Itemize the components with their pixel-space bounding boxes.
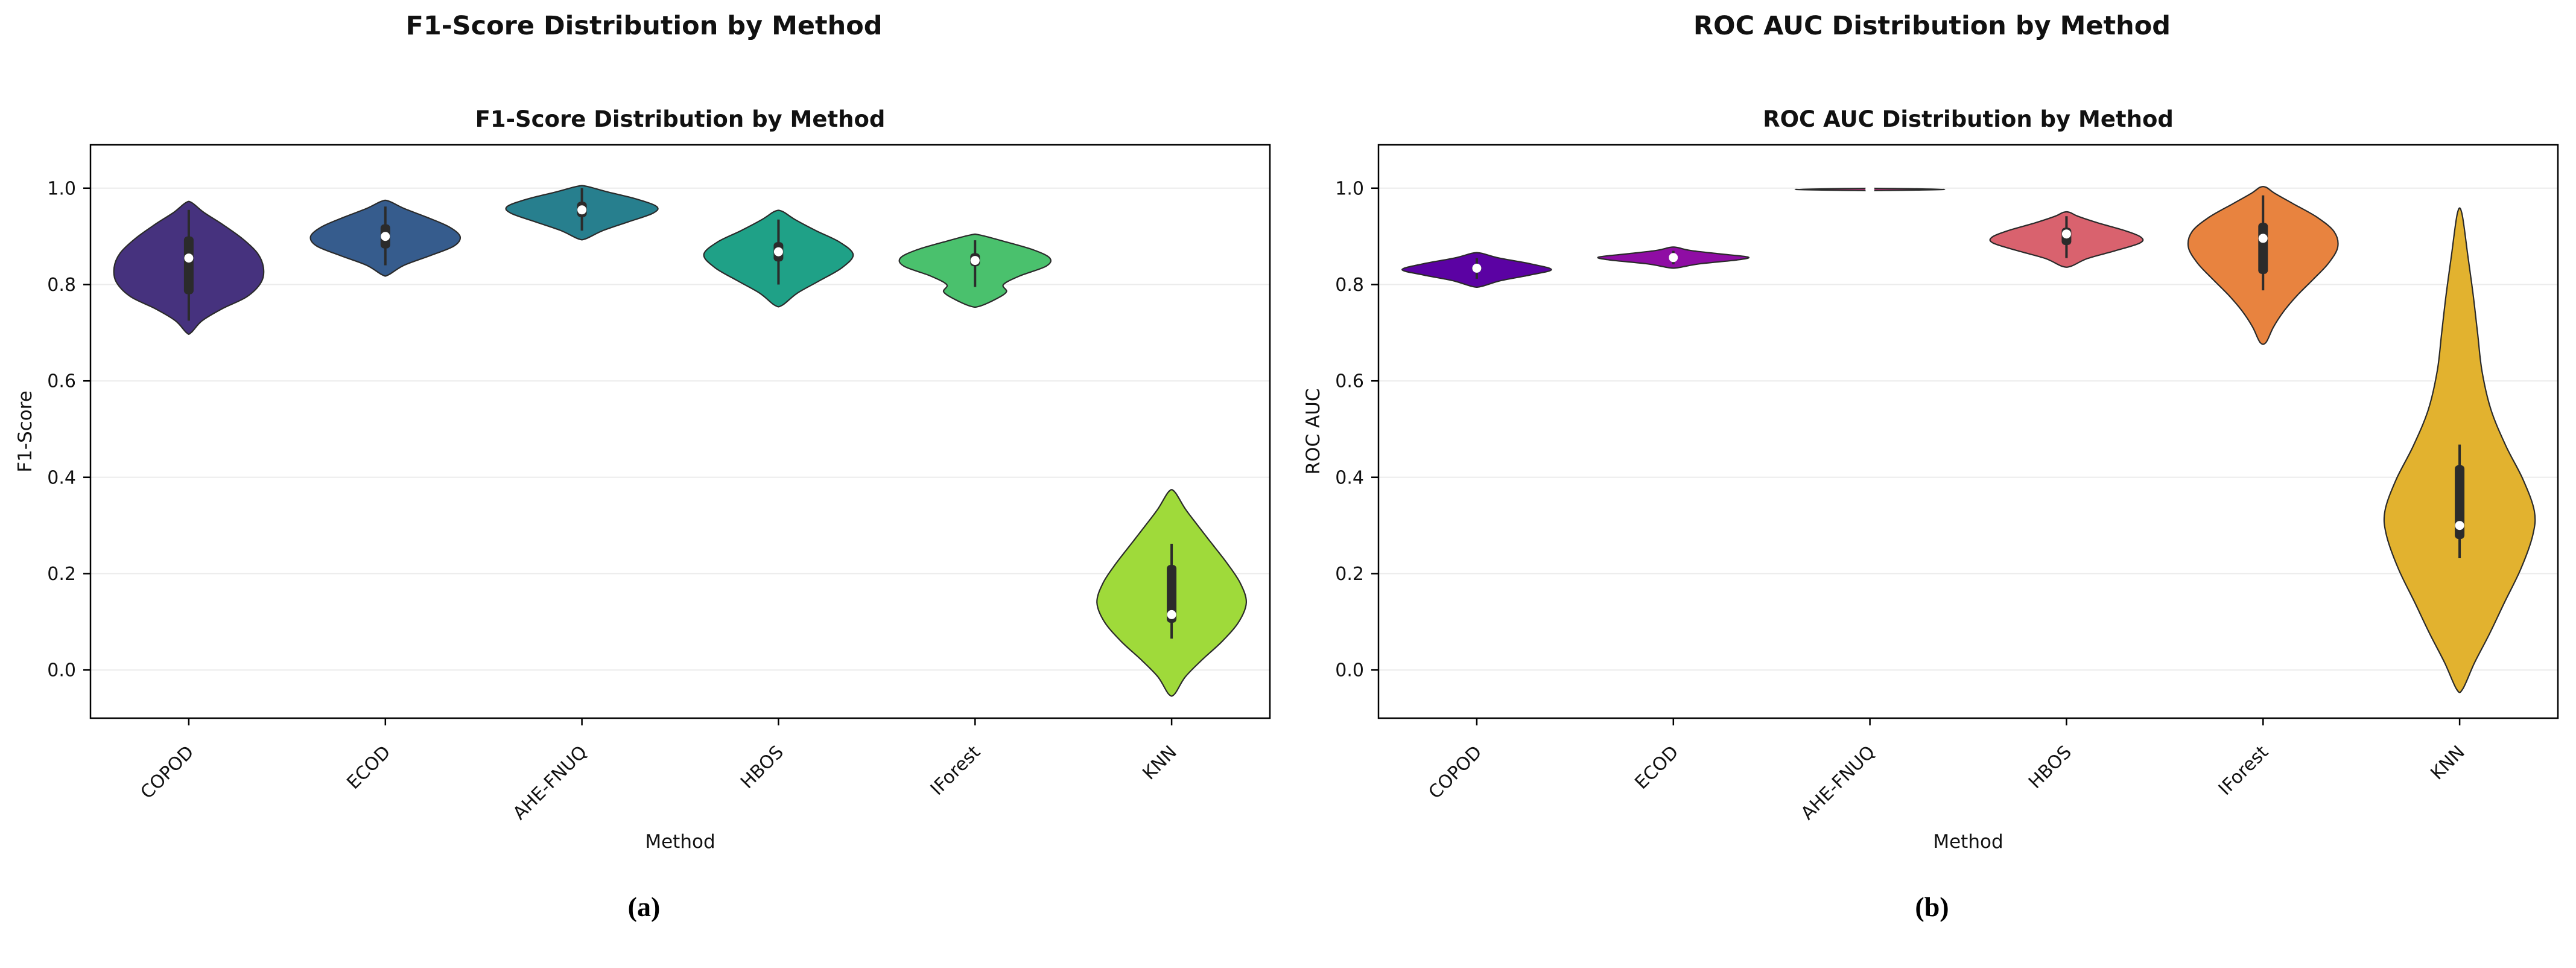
violin-HBOS (703, 209, 854, 308)
violin-chart-f1-score: 0.0 0.2 0.4 0.6 0.8 1.0 COPOD ECOD AHE-FNUQ HBOS I… (14, 106, 1271, 853)
median-dot (1669, 253, 1678, 263)
y-tick-label: 0.6 (1335, 371, 1364, 392)
y-axis-label: F1-Score (14, 390, 36, 473)
median-dot (1472, 263, 1482, 273)
y-tick-label: 0.8 (1335, 275, 1364, 296)
violin-KNN (2383, 207, 2536, 693)
violin-AHE-FNUQ (1794, 185, 1946, 194)
panel-a-outer-title: F1-Score Distribution by Method (405, 11, 883, 41)
x-tick-label: COPOD (136, 742, 198, 803)
median-dot (2455, 521, 2464, 530)
y-tick-label: 0.4 (1335, 467, 1364, 488)
median-dot (2258, 234, 2268, 243)
box-iqr (183, 236, 194, 295)
x-axis-label: Method (645, 831, 715, 853)
violin-COPOD (1401, 252, 1552, 288)
violin-ECOD (309, 199, 462, 277)
box-iqr (2455, 465, 2465, 539)
median-dot (184, 253, 194, 263)
y-tick-label: 0.2 (47, 564, 76, 585)
violin-HBOS (1989, 211, 2144, 268)
violin-AHE-FNUQ (505, 185, 659, 241)
violin-ECOD (1597, 246, 1750, 269)
panel-a: F1-Score Distribution by Method 0.0 0.2 0.… (14, 11, 1271, 922)
median-dot (1865, 185, 1875, 194)
y-axis-label: ROC AUC (1302, 389, 1324, 475)
x-axis-label: Method (1933, 831, 2003, 853)
x-tick-label: KNN (1138, 742, 1181, 784)
y-tick-label: 1.0 (47, 178, 76, 199)
chart-title: ROC AUC Distribution by Method (1763, 106, 2174, 132)
x-tick-label: ECOD (1631, 742, 1683, 794)
median-dot (1167, 610, 1176, 619)
chart-title: F1-Score Distribution by Method (475, 106, 886, 132)
y-tick-label: 0.0 (47, 660, 76, 681)
panel-b-caption: (b) (1915, 891, 1949, 922)
panel-a-caption: (a) (627, 891, 661, 922)
y-tick-label: 0.4 (47, 467, 76, 488)
plot-border (1377, 144, 2559, 719)
median-dot (2061, 229, 2071, 239)
x-tick-label: IForest (2215, 742, 2273, 800)
violin-IForest (2187, 186, 2339, 345)
x-tick-label: HBOS (2025, 742, 2076, 793)
violin-KNN (1096, 489, 1248, 697)
violin-COPOD (113, 200, 265, 335)
x-tick-label: ECOD (343, 742, 395, 794)
plot-border (89, 144, 1271, 719)
y-tick-label: 0.0 (1335, 660, 1364, 681)
x-tick-label: HBOS (737, 742, 788, 793)
x-tick-label: KNN (2426, 742, 2469, 784)
median-dot (970, 256, 980, 266)
median-dot (773, 247, 783, 256)
x-tick-label: AHE-FNUQ (1797, 742, 1880, 824)
panel-b: ROC AUC Distribution by Method 0.0 0.2 0.4… (1288, 0, 2576, 968)
violin-chart-roc-auc: 0.0 0.2 0.4 0.6 0.8 1.0 COPOD ECOD AHE-FNUQ HBOS I… (1302, 106, 2559, 853)
median-dot (577, 205, 587, 215)
y-tick-label: 0.8 (47, 275, 76, 296)
x-tick-label: IForest (927, 742, 985, 800)
x-tick-label: AHE-FNUQ (509, 742, 592, 824)
y-tick-label: 0.6 (47, 371, 76, 392)
box-iqr (2258, 223, 2268, 274)
box-iqr (1167, 565, 1177, 623)
violin-IForest (898, 233, 1052, 308)
y-tick-label: 1.0 (1335, 178, 1364, 199)
median-dot (381, 232, 390, 241)
y-tick-label: 0.2 (1335, 564, 1364, 585)
x-tick-label: COPOD (1424, 742, 1486, 803)
panel-b-outer-title: ROC AUC Distribution by Method (1693, 11, 2171, 41)
